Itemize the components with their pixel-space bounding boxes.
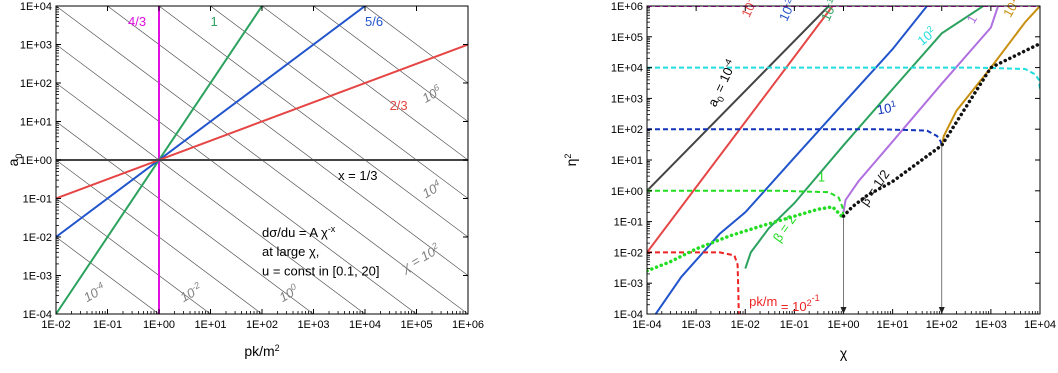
- series-label: 4/3: [128, 14, 146, 29]
- chi-contour-line: [159, 6, 468, 237]
- y-tick-label: 1E-02: [614, 247, 643, 259]
- x-tick-label: 1E+03: [975, 319, 1007, 331]
- x-tick-label: 1E+02: [926, 319, 958, 331]
- x-tick-label: 1E-03: [681, 319, 710, 331]
- chi-contour-line: [56, 83, 365, 314]
- y-tick-label: 1E+04: [611, 63, 643, 75]
- x-tick-label: 1E+02: [246, 319, 278, 331]
- y-tick-label: 1E+00: [611, 186, 643, 198]
- y-tick-label: 1E-04: [614, 309, 643, 321]
- dotted-series-line: [647, 207, 844, 271]
- x-tick-label: 1E+06: [452, 319, 484, 331]
- y-tick-label: 1E+03: [20, 40, 52, 52]
- curve-label: β = 1/2: [857, 167, 892, 209]
- series-line: [56, 45, 468, 199]
- x-tick-label: 1E-01: [780, 319, 809, 331]
- curve-label: 10-1: [817, 0, 841, 23]
- x-tick-label: 1E+04: [349, 319, 381, 331]
- x-tick-label: 1E+04: [1024, 319, 1056, 331]
- annotation: u = const in [0.1, 20]: [262, 264, 379, 279]
- y-tick-label: 1E-03: [23, 271, 52, 283]
- chi-contour-label: 106: [419, 82, 444, 106]
- chi-contour-label: 10-2: [177, 280, 204, 305]
- dashed-series-line: [647, 129, 942, 145]
- y-tick-label: 1E+03: [611, 93, 643, 105]
- y-tick-label: 1E+02: [20, 78, 52, 90]
- x-tick-label: 1E+00: [143, 319, 175, 331]
- dashed-series-line: [647, 252, 739, 314]
- chi-contour-label: χ = 102: [398, 240, 443, 275]
- curve-label: 102: [914, 24, 939, 49]
- chi-contour-line: [56, 237, 159, 314]
- y-tick-label: 1E-01: [614, 217, 643, 229]
- solid-series-line: [647, 6, 829, 191]
- y-tick-label: 1E-02: [23, 232, 52, 244]
- y-tick-label: 1E-01: [23, 194, 52, 206]
- curve-label: 101: [999, 0, 1023, 20]
- y-tick-label: 1E+00: [20, 155, 52, 167]
- curve-label: 10-3: [737, 0, 761, 20]
- right-chart-panel: 1E-04 1E-03 1E-02 1E-01 1E+00 1E+01 1E+02 1E+03…: [563, 0, 1056, 361]
- y-tick-label: 1E+01: [20, 117, 52, 129]
- annotation: dσ/du = A χ-x: [262, 224, 336, 240]
- y-tick-label: 1E+04: [20, 1, 52, 13]
- y-tick-label: 1E+02: [611, 124, 643, 136]
- curve-label: a0 = 10-4: [704, 57, 742, 110]
- y-tick-label: 1E-04: [23, 309, 52, 321]
- y-tick-label: 1E+05: [611, 32, 643, 44]
- x-tick-label: 1E+03: [297, 319, 329, 331]
- x-tick-label: 1E+01: [877, 319, 909, 331]
- x-tick-label: 1E-02: [731, 319, 760, 331]
- x-tick-label: 1E+00: [827, 319, 859, 331]
- series-label: 1: [211, 14, 218, 29]
- curve-label: 101: [876, 98, 898, 117]
- y-tick-label: 1E+01: [611, 155, 643, 167]
- annotation: x = 1/3: [338, 168, 377, 183]
- left-chart-panel: 1E-02 1E-01 1E+00 1E+01 1E+02 1E+03 1E+04 1E+05…: [5, 1, 484, 359]
- chi-contour-label: 104: [419, 177, 444, 201]
- y-tick-label: 1E+06: [611, 1, 643, 13]
- y-tick-label: 1E-03: [614, 278, 643, 290]
- x-tick-label: 1E+01: [194, 319, 226, 331]
- x-tick-label: 1E-01: [93, 319, 122, 331]
- series-label: 2/3: [390, 98, 408, 113]
- y-axis-label: η2: [563, 154, 579, 167]
- curve-label: pk/m = 102-1: [749, 293, 819, 314]
- curve-label: 10-2: [775, 0, 799, 23]
- chi-contour-label: 10-4: [81, 280, 108, 305]
- x-tick-label: 1E+05: [400, 319, 432, 331]
- annotation: at large χ,: [262, 244, 319, 259]
- x-axis-label: χ: [840, 345, 848, 361]
- curve-label: 1: [818, 170, 825, 185]
- x-axis-label: pk/m2: [244, 343, 279, 359]
- solid-series-line: [656, 6, 927, 314]
- series-label: 5/6: [365, 14, 383, 29]
